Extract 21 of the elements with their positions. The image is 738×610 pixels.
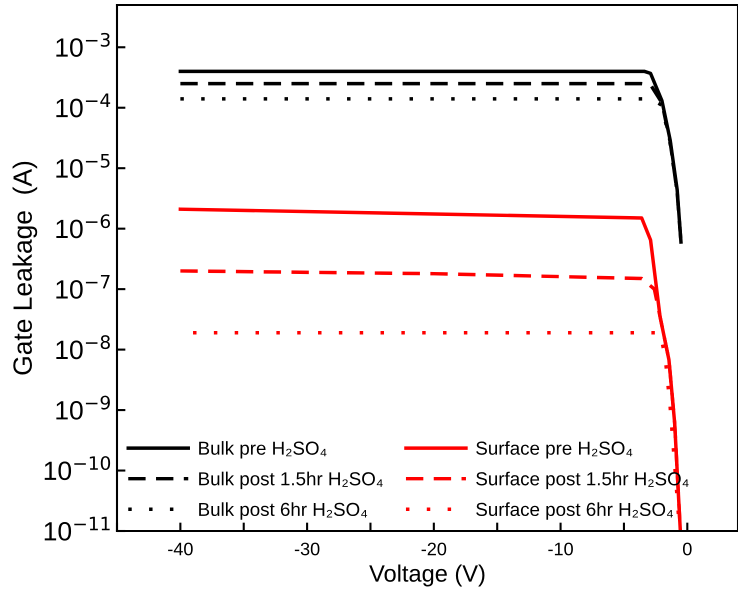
y-tick-label: 10$^{−3}$ (56, 32, 110, 57)
y-tick-label: 10$^{−4}$ (56, 94, 110, 118)
x-axis-title: Voltage (V) (369, 564, 484, 587)
y-tick-label: 10$^{−7}$ (56, 274, 110, 299)
x-tick-label: -20 (422, 542, 446, 556)
legend-label: Bulk pre H₂SO₄ (199, 441, 326, 459)
legend-label: Surface post 6hr H₂SO₄ (476, 502, 673, 520)
x-tick-label: -40 (168, 542, 193, 556)
x-tick-label: -30 (294, 542, 320, 556)
y-axis-title: Gate Leakage (A) (12, 162, 38, 374)
y-tick-label: 10$^{−9}$ (56, 396, 110, 420)
x-tick-label: -10 (548, 542, 573, 556)
legend-label: Bulk post 1.5hr H₂SO₄ (199, 472, 383, 490)
y-tick-label: 10$^{−8}$ (56, 335, 110, 360)
x-tick-label: 0 (682, 542, 692, 556)
y-tick-label: 10$^{−5}$ (56, 154, 110, 178)
y-tick-label: 10$^{−6}$ (56, 214, 110, 238)
legend-label: Surface pre H₂SO₄ (476, 441, 632, 459)
y-tick-label: 10$^{−11}$ (44, 516, 110, 541)
y-tick-label: 10$^{−10}$ (44, 456, 110, 480)
legend-label: Bulk post 6hr H₂SO₄ (199, 502, 368, 520)
